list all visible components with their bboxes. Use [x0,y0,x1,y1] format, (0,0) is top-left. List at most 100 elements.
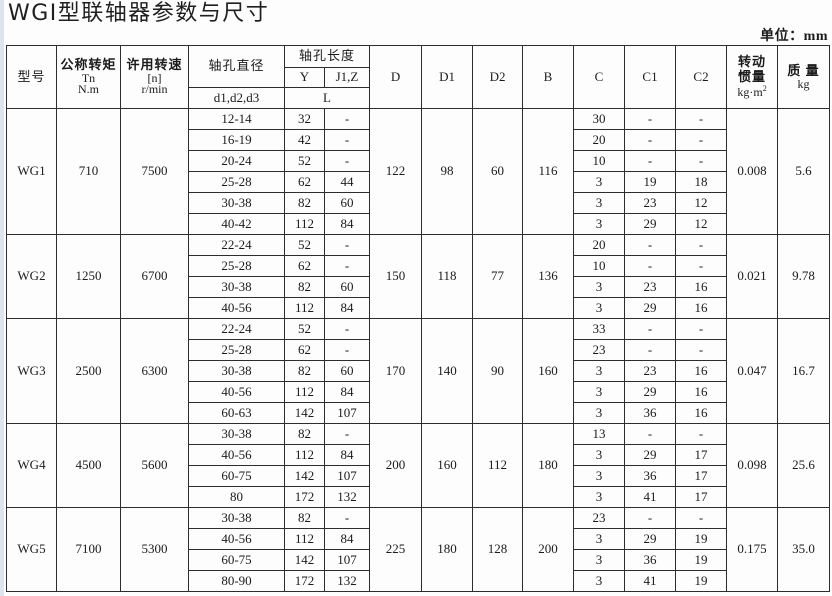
header-speed-symbol: [n] [147,71,162,86]
C1-cell: 36 [624,402,677,424]
length-J1Z-cell: 60 [323,192,371,214]
C2-cell: 16 [675,402,728,424]
table-body: WG1 710 7500 12-14 32-122 98 60 116 30- -0.008 5.6… [6,108,831,592]
bore-diameter-cell: 80 [188,486,285,508]
B-cell: 136 [522,234,575,319]
bore-diameter-cell: 16-19 [188,129,285,151]
length-J1Z-cell: 132 [323,570,371,592]
mass-cell: 16.7 [777,318,831,424]
length-Y-cell: 172 [284,486,325,508]
C1-cell: 23 [624,192,677,214]
C1-cell: - [624,150,677,172]
model-cell: WG4 [6,423,57,508]
C1-cell: - [624,507,677,529]
length-Y-cell: 112 [284,213,325,235]
table-row: 25-28 62-23- - [7,339,830,361]
header-D: D [369,45,423,109]
D1-cell: 180 [421,507,474,592]
speed-cell: 5600 [120,423,189,508]
C2-cell: - [675,255,728,277]
inertia-cell: 0.021 [726,234,779,319]
bore-diameter-cell: 25-28 [188,255,285,277]
length-J1Z-cell: - [323,423,371,445]
length-Y-cell: 172 [284,570,325,592]
length-Y-cell: 142 [284,549,325,571]
bore-diameter-cell: 12-14 [188,108,285,130]
table-row: 25-28 62-10- - [7,255,830,277]
C2-cell: 18 [675,171,728,193]
length-J1Z-cell: 107 [323,465,371,487]
bore-diameter-cell: 25-28 [188,339,285,361]
length-Y-cell: 112 [284,381,325,403]
header-model: 型号 [6,45,57,109]
length-Y-cell: 62 [284,255,325,277]
page-title: WGⅠ型联轴器参数与尺寸 [8,1,270,26]
length-Y-cell: 112 [284,444,325,466]
C2-cell: - [675,150,728,172]
length-J1Z-cell: 107 [323,549,371,571]
header-C2: C2 [675,45,728,109]
header-mass-title: 质 量 [787,62,820,78]
table-row: 20-24 52-10- - [7,150,830,172]
C1-cell: 29 [624,297,677,319]
bore-diameter-cell: 30-38 [188,192,285,214]
header-D1: D1 [421,45,474,109]
D1-cell: 140 [421,318,474,424]
model-cell: WG1 [6,108,57,235]
length-J1Z-cell: - [323,507,371,529]
C2-cell: - [675,129,728,151]
header-inertia-line2: 惯量 [738,69,767,85]
speed-cell: 7500 [120,108,189,235]
length-Y-cell: 52 [284,234,325,256]
header-torque: 公称转矩 Tn N.m [56,45,121,109]
header-speed-title: 许用转速 [126,57,183,73]
C1-cell: 29 [624,528,677,550]
header-bore-diameter: 轴孔直径 [188,45,285,88]
B-cell: 116 [522,108,575,235]
B-cell: 200 [522,507,575,592]
length-J1Z-cell: - [323,150,371,172]
header-speed-unit: r/min [141,82,168,97]
C2-cell: 17 [675,465,728,487]
model-cell: WG5 [6,507,57,592]
header-torque-symbol: Tn [81,71,96,86]
header-inertia: 转动 惯量 kg·m2 [726,45,779,109]
length-Y-cell: 82 [284,276,325,298]
length-Y-cell: 142 [284,402,325,424]
bore-diameter-cell: 40-56 [188,297,285,319]
header-mass: 质 量 kg [777,45,831,109]
length-Y-cell: 82 [284,507,325,529]
header-inertia-unit: kg·m2 [737,84,767,100]
C1-cell: 41 [624,486,677,508]
C1-cell: 29 [624,213,677,235]
header-C: C [573,45,626,109]
table-row: 40-56 112 84 3 29 16 [7,297,830,319]
D2-cell: 60 [472,108,524,235]
length-J1Z-cell: 60 [323,360,371,382]
D-cell: 122 [369,108,423,235]
header-mass-unit: kg [797,77,810,92]
speed-cell: 6700 [120,234,189,319]
torque-cell: 2500 [56,318,121,424]
torque-cell: 710 [56,108,121,235]
D2-cell: 112 [472,423,524,508]
C-cell: 3 [573,381,626,403]
inertia-cell: 0.098 [726,423,779,508]
C2-cell: 16 [675,276,728,298]
C2-cell: 19 [675,570,728,592]
length-Y-cell: 112 [284,297,325,319]
table-row: 40-42 112 84 3 29 12 [7,213,830,235]
C2-cell: 12 [675,213,728,235]
C1-cell: 29 [624,381,677,403]
length-J1Z-cell: 132 [323,486,371,508]
C-cell: 3 [573,549,626,571]
bore-diameter-cell: 40-56 [188,444,285,466]
length-Y-cell: 82 [284,192,325,214]
bore-diameter-cell: 30-38 [188,507,285,529]
C2-cell: 16 [675,297,728,319]
C-cell: 13 [573,423,626,445]
length-Y-cell: 62 [284,339,325,361]
C-cell: 10 [573,150,626,172]
length-J1Z-cell: 84 [323,381,371,403]
